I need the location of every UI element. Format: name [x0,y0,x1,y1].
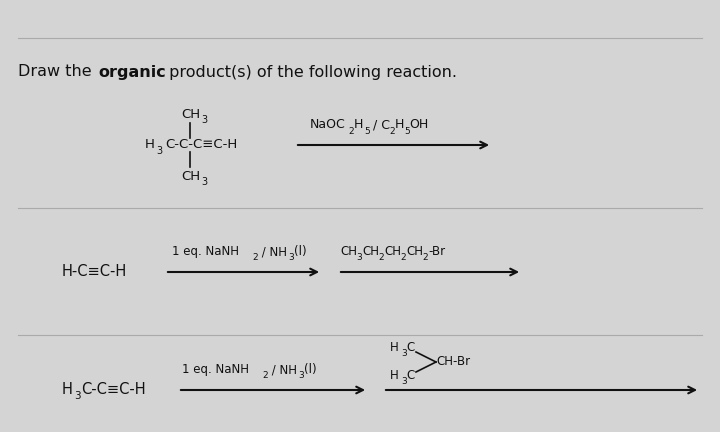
Text: CH: CH [362,245,379,258]
Text: H: H [354,118,364,131]
Text: H: H [390,369,399,382]
Text: C-C≡C-H: C-C≡C-H [81,382,145,397]
Text: H-C≡C-H: H-C≡C-H [62,264,127,280]
Text: -Br: -Br [428,245,445,258]
Text: / NH: / NH [258,245,287,258]
Text: 3: 3 [156,146,162,156]
Text: 3: 3 [356,254,362,263]
Text: 2: 2 [379,254,384,263]
Text: C: C [407,342,415,355]
Text: CH: CH [406,245,423,258]
Text: CH: CH [181,108,200,121]
Text: 3: 3 [298,372,304,381]
Text: OH: OH [409,118,428,131]
Text: 3: 3 [401,378,407,387]
Text: 2: 2 [262,372,268,381]
Text: organic: organic [98,64,166,79]
Text: Draw the: Draw the [18,64,96,79]
Text: 3: 3 [74,391,81,401]
Text: H: H [145,139,155,152]
Text: C: C [407,369,415,382]
Text: C-C-C≡C-H: C-C-C≡C-H [165,139,238,152]
Text: CH-Br: CH-Br [436,356,470,368]
Text: H: H [62,382,73,397]
Text: 3: 3 [201,115,207,125]
Text: NaOC: NaOC [310,118,346,131]
Text: 2: 2 [400,254,406,263]
Text: CH: CH [340,245,357,258]
Text: 1 eq. NaNH: 1 eq. NaNH [172,245,239,258]
Text: 2: 2 [423,254,428,263]
Text: 2: 2 [252,254,258,263]
Text: 5: 5 [405,127,410,136]
Text: 3: 3 [201,177,207,187]
Text: (l): (l) [304,363,317,377]
Text: 2: 2 [389,127,395,136]
Text: / NH: / NH [268,363,297,377]
Text: product(s) of the following reaction.: product(s) of the following reaction. [164,64,457,79]
Text: CH: CH [181,169,200,182]
Text: 2: 2 [348,127,354,136]
Text: CH: CH [384,245,401,258]
Text: 3: 3 [288,254,294,263]
Text: (l): (l) [294,245,307,258]
Text: 1 eq. NaNH: 1 eq. NaNH [182,363,249,377]
Text: / C: / C [369,118,390,131]
Text: 3: 3 [401,349,407,359]
Text: 5: 5 [364,127,370,136]
Text: H: H [395,118,404,131]
Text: H: H [390,342,399,355]
